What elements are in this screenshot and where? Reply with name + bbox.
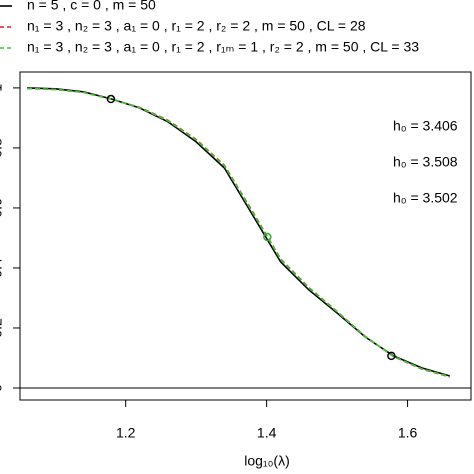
y-tick-label: 0.6 <box>0 198 5 218</box>
x-tick-label: 1.2 <box>116 425 136 441</box>
annotation: h₀ = 3.502 <box>393 190 458 206</box>
x-tick-label: 1.6 <box>398 425 418 441</box>
series-line <box>26 87 451 377</box>
y-tick-label: 1 <box>0 84 5 92</box>
plot-frame <box>19 71 472 401</box>
marker <box>263 232 272 242</box>
marker <box>387 351 396 361</box>
legend-label: n₁ = 3 , n₂ = 3 , a₁ = 0 , r₁ = 2 , r₁ₘ … <box>27 39 419 55</box>
series-line <box>26 87 451 378</box>
legend-label: n = 5 , c = 0 , m = 50 <box>27 0 156 13</box>
series-line <box>26 87 451 378</box>
annotation: h₀ = 3.508 <box>393 154 458 170</box>
y-tick-label: 0.8 <box>0 138 5 158</box>
marker <box>106 94 116 104</box>
y-tick-label: 0.4 <box>0 258 5 278</box>
legend-label: n₁ = 3 , n₂ = 3 , a₁ = 0 , r₁ = 2 , r₂ =… <box>27 18 366 34</box>
y-tick-label: 0 <box>0 384 5 392</box>
annotation: h₀ = 3.406 <box>393 118 458 134</box>
y-tick-label: 0.2 <box>0 318 5 338</box>
x-tick-label: 1.4 <box>257 425 277 441</box>
x-axis-label: log₁₀(λ) <box>244 453 290 469</box>
